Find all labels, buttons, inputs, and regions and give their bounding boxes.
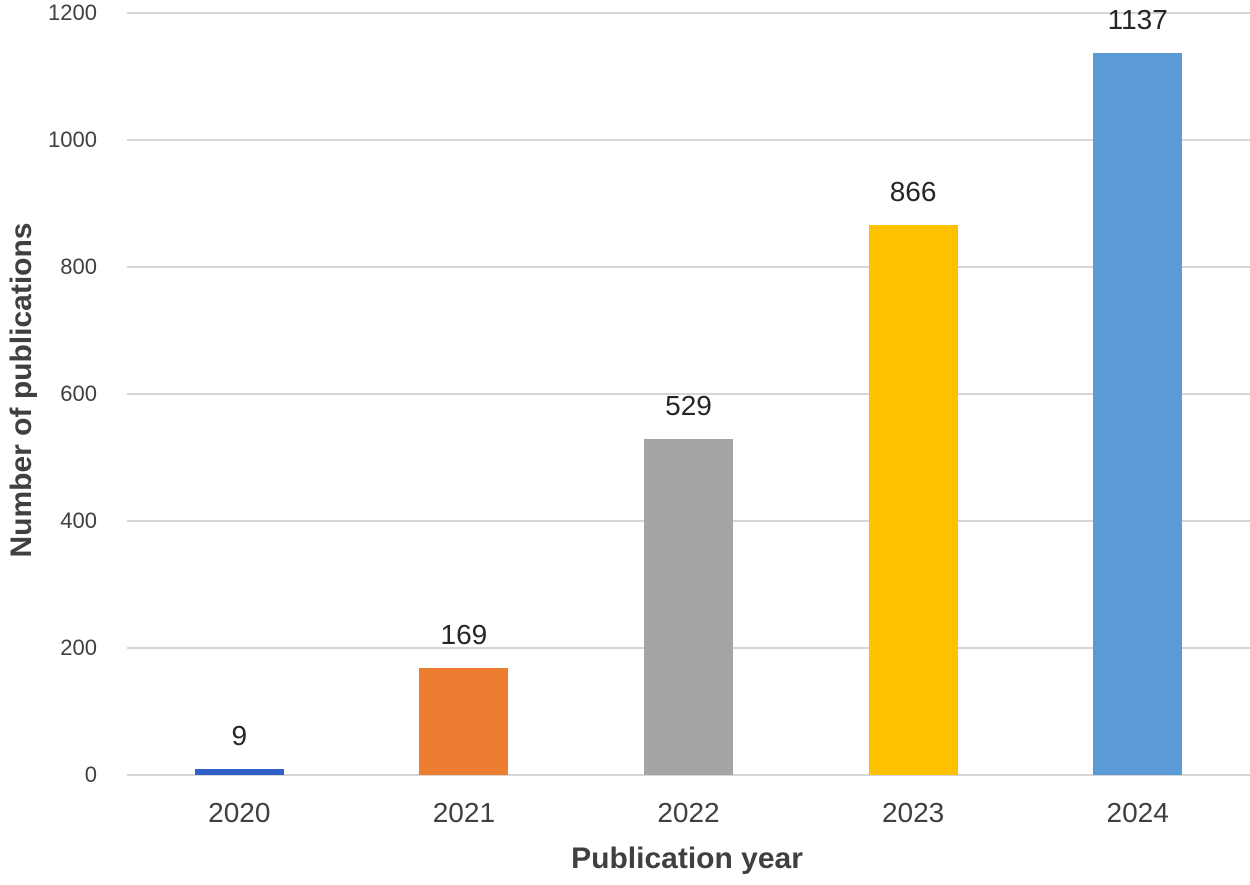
x-axis-tick-label: 2023 (881, 797, 945, 828)
y-axis-tick-label: 1000 (48, 127, 97, 152)
x-axis-tick-label: 2022 (657, 797, 720, 828)
gridline (127, 266, 1250, 268)
bar-2021 (419, 667, 509, 775)
y-axis-tick-label: 1200 (48, 0, 97, 25)
gridline (127, 139, 1250, 141)
y-axis-tick-label: 0 (84, 762, 97, 787)
bar-2024 (1093, 53, 1183, 775)
bar-value-label: 9 (231, 720, 248, 752)
x-axis-tick-label: 2020 (208, 797, 271, 828)
y-axis-tick-label: 800 (60, 254, 97, 279)
bar-2023 (868, 225, 958, 775)
gridline (127, 393, 1250, 395)
bar-value-label: 1137 (1107, 4, 1168, 35)
x-axis-title: Publication year (571, 842, 803, 875)
bar-value-label: 529 (665, 390, 712, 422)
bar-2020 (194, 769, 284, 775)
y-axis-tick-label: 600 (60, 381, 97, 406)
bar-value-label: 866 (889, 176, 937, 208)
y-axis-tick-label: 200 (60, 635, 97, 660)
bar-2022 (644, 439, 733, 775)
gridline (127, 12, 1250, 14)
x-axis-tick-label: 2021 (432, 797, 496, 828)
bar-value-label: 169 (440, 618, 488, 650)
x-axis-line (127, 774, 1250, 776)
y-axis-tick-label: 400 (60, 508, 97, 533)
x-axis-tick-label: 2024 (1106, 797, 1169, 828)
